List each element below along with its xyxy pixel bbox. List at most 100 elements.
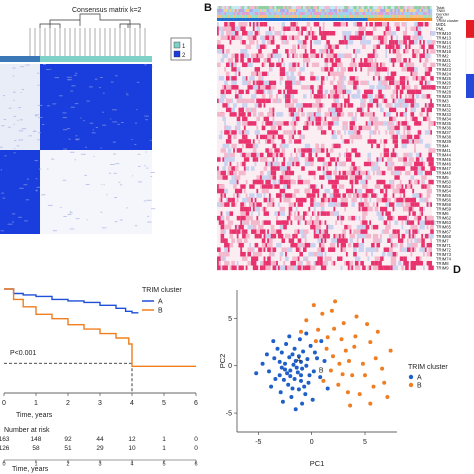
heatmap-cell: [315, 229, 320, 235]
heatmap-cell: [317, 125, 323, 131]
annotation-cell: [412, 12, 415, 15]
heatmap-cell: [294, 35, 300, 41]
heatmap-cell: [315, 76, 320, 81]
heatmap-cell: [406, 184, 411, 189]
annotation-cell: [338, 18, 341, 21]
noise-cell: [75, 139, 79, 141]
annotation-cell: [256, 12, 259, 15]
heatmap-cell: [281, 161, 286, 167]
annotation-cell: [344, 12, 347, 15]
heatmap-cell: [356, 193, 363, 198]
annotation-cell: [267, 9, 270, 12]
heatmap-cell: [424, 80, 427, 86]
heatmap-cell: [294, 256, 298, 262]
noise-cell: [68, 138, 71, 140]
heatmap-cell: [292, 134, 295, 140]
noise-cell: [18, 107, 21, 109]
annotation-cell: [279, 9, 282, 12]
heatmap-cell: [234, 94, 239, 99]
heatmap-cell: [328, 179, 334, 185]
heatmap-cell: [294, 139, 300, 144]
heatmap-cell: [240, 206, 244, 212]
annotation-cell: [283, 18, 286, 21]
heatmap-cell: [256, 53, 260, 59]
heatmap-cell: [419, 247, 425, 253]
annotation-cell: [412, 6, 415, 9]
heatmap-cell: [372, 116, 377, 122]
heatmap-cell: [292, 44, 296, 50]
heatmap-cell: [380, 233, 382, 239]
heatmap-cell: [263, 80, 269, 86]
annotation-cell: [423, 18, 426, 21]
heatmap-cell: [389, 26, 391, 32]
annotation-cell: [265, 12, 268, 15]
heatmap-cell: [301, 152, 305, 158]
pca-point-B: [336, 382, 341, 387]
noise-cell: [151, 208, 156, 210]
heatmap-cell: [342, 238, 348, 244]
heatmap-cell: [424, 247, 427, 253]
heatmap-cell: [252, 80, 255, 86]
heatmap-cell: [254, 130, 261, 135]
heatmap-cell: [258, 31, 260, 36]
annotation-cell: [218, 18, 221, 21]
heatmap-cell: [329, 49, 334, 54]
annotation-cell: [383, 18, 386, 21]
heatmap-cell: [234, 188, 239, 194]
heatmap-cell: [265, 85, 271, 90]
heatmap-cell: [268, 148, 273, 153]
heatmap-cell: [419, 220, 424, 226]
pca-point-A: [287, 355, 292, 360]
heatmap-cell: [222, 238, 228, 244]
pca-y-tick-label--5: -5: [226, 411, 232, 418]
heatmap-cell: [288, 67, 295, 72]
annotation-cell: [319, 12, 322, 15]
annotation-cell: [238, 9, 241, 12]
heatmap-cell: [419, 224, 425, 230]
heatmap-cell: [260, 22, 264, 27]
heatmap-cell: [242, 229, 248, 235]
annotation-cell: [320, 12, 323, 15]
heatmap-cell: [408, 62, 415, 68]
pca-point-B: [324, 346, 329, 351]
heatmap-cell: [322, 265, 327, 271]
heatmap-cell: [292, 125, 296, 131]
heatmap-cell: [346, 44, 348, 50]
annotation-cell: [252, 9, 255, 12]
heatmap-cell: [283, 220, 289, 226]
annotation-cell: [303, 9, 305, 12]
heatmap-cell: [276, 121, 282, 126]
heatmap-cell: [252, 112, 257, 117]
heatmap-cell: [405, 98, 409, 104]
heatmap-cell: [421, 184, 425, 189]
heatmap-cell: [227, 130, 234, 135]
pca-point-B: [329, 308, 334, 313]
heatmap-cell: [385, 31, 391, 36]
heatmap-cell: [286, 26, 291, 32]
heatmap-cell: [430, 170, 432, 176]
heatmap-cell: [220, 35, 226, 41]
heatmap-cell: [405, 116, 407, 122]
annotation-cell: [220, 6, 223, 9]
annotation-cell: [358, 12, 361, 15]
heatmap-cell: [406, 220, 409, 226]
heatmap-cell: [333, 179, 339, 185]
row-label-PML: PML: [436, 26, 445, 31]
annotation-cell: [231, 12, 234, 15]
heatmap-cell: [337, 85, 343, 90]
heatmap-cell: [340, 161, 347, 167]
heatmap-cell: [360, 80, 366, 86]
heatmap-cell: [320, 143, 325, 149]
heatmap-cell: [358, 202, 361, 207]
heatmap-cell: [360, 98, 364, 104]
heatmap-cell: [311, 112, 314, 117]
pca-point-B: [333, 299, 338, 304]
annotation-cell: [428, 9, 431, 12]
heatmap-cell: [304, 125, 309, 131]
heatmap-cell: [263, 58, 268, 63]
annotation-cell: [303, 12, 305, 15]
annotation-cell: [405, 9, 408, 12]
heatmap-cell: [412, 67, 418, 72]
heatmap-cell: [374, 49, 377, 54]
annotation-cell: [428, 18, 431, 21]
